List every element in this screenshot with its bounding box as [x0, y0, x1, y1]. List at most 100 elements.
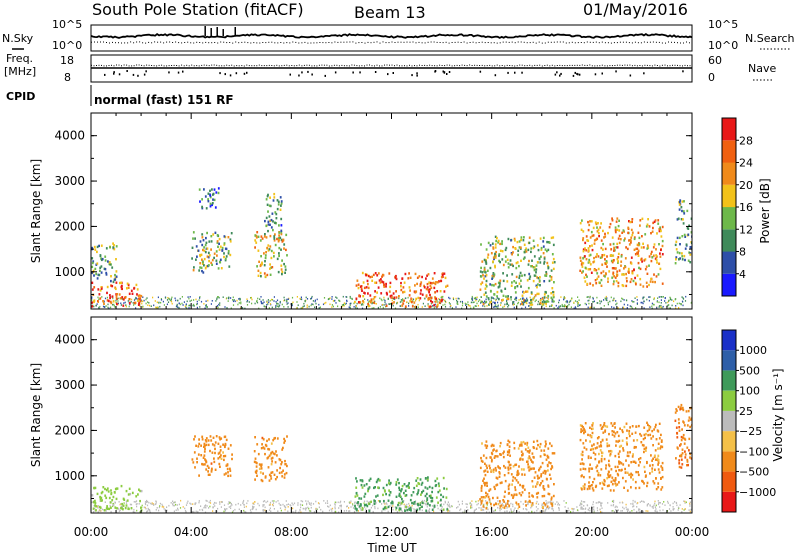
echo-cell	[375, 480, 378, 484]
echo-cell	[393, 301, 395, 304]
echo-cell	[656, 306, 658, 309]
echo-cell	[638, 508, 640, 510]
echo-cell	[246, 304, 249, 306]
echo-cell	[674, 243, 677, 247]
nave-dot	[466, 65, 468, 67]
echo-cell	[502, 452, 505, 455]
echo-cell	[633, 445, 636, 449]
echo-cell	[483, 504, 485, 506]
echo-cell	[250, 297, 252, 299]
echo-cell	[283, 473, 286, 476]
echo-cell	[651, 470, 654, 473]
echo-cell	[506, 258, 509, 261]
echo-cell	[660, 440, 663, 443]
echo-cell	[233, 299, 235, 301]
echo-cell	[599, 300, 601, 302]
echo-cell	[498, 259, 500, 263]
noise-search-dot	[289, 42, 291, 44]
echo-cell	[655, 508, 657, 510]
echo-cell	[600, 222, 602, 225]
echo-cell	[264, 305, 266, 308]
echo-cell	[215, 300, 217, 302]
echo-cell	[121, 505, 123, 507]
echo-cell	[227, 300, 229, 302]
echo-cell	[601, 487, 604, 490]
nave-dot	[326, 64, 328, 66]
echo-cell	[527, 501, 529, 503]
station-title: South Pole Station (fitACF)	[92, 0, 304, 19]
echo-cell	[632, 439, 635, 442]
echo-cell	[480, 489, 483, 492]
echo-cell	[530, 265, 532, 268]
echo-cell	[193, 451, 196, 454]
echo-cell	[414, 291, 417, 294]
nave-dot	[474, 64, 476, 66]
echo-cell	[664, 504, 666, 506]
echo-cell	[101, 257, 104, 261]
echo-cell	[544, 503, 547, 506]
echo-cell	[412, 298, 415, 301]
nave-dot	[626, 64, 628, 66]
echo-cell	[660, 229, 662, 233]
echo-cell	[115, 295, 118, 298]
echo-cell	[557, 502, 559, 505]
echo-cell	[610, 450, 613, 453]
echo-cell	[268, 448, 271, 451]
echo-cell	[236, 299, 238, 302]
echo-cell	[527, 286, 530, 290]
echo-cell	[260, 467, 263, 470]
echo-cell	[215, 250, 218, 253]
echo-cell	[156, 507, 158, 509]
noise-search-dot	[671, 41, 672, 43]
echo-cell	[649, 433, 652, 437]
echo-cell	[597, 222, 599, 225]
colorbar-swatch	[722, 184, 736, 208]
echo-cell	[274, 461, 277, 464]
echo-cell	[412, 502, 415, 505]
echo-cell	[490, 469, 493, 472]
echo-cell	[632, 453, 634, 456]
echo-cell	[109, 263, 112, 266]
echo-cell	[686, 460, 689, 463]
echo-cell	[412, 491, 415, 494]
echo-cell	[191, 458, 194, 461]
echo-cell	[212, 192, 215, 196]
noise-search-dot	[127, 42, 129, 44]
echo-cell	[274, 211, 277, 214]
echo-cell	[526, 508, 528, 511]
echo-cell	[255, 465, 258, 468]
echo-cell	[581, 424, 583, 428]
echo-cell	[558, 507, 560, 510]
echo-cell	[274, 436, 276, 440]
echo-cell	[603, 478, 606, 482]
echo-cell	[96, 250, 98, 254]
echo-cell	[216, 254, 218, 257]
noise-search-dot	[514, 42, 516, 44]
echo-cell	[547, 248, 550, 252]
echo-cell	[263, 272, 266, 275]
echo-cell	[223, 458, 225, 462]
echo-cell	[215, 191, 218, 194]
echo-cell	[254, 234, 257, 237]
echo-cell	[643, 450, 645, 454]
echo-cell	[112, 495, 115, 499]
echo-cell	[349, 502, 351, 504]
echo-cell	[273, 255, 275, 258]
echo-cell	[196, 457, 198, 460]
echo-cell	[213, 503, 215, 506]
echo-cell	[381, 510, 383, 512]
noise-search-dot	[196, 41, 198, 43]
echo-cell	[627, 454, 630, 458]
echo-cell	[278, 304, 280, 307]
echo-cell	[579, 424, 582, 427]
echo-cell	[481, 281, 484, 284]
echo-cell	[133, 511, 135, 513]
echo-cell	[435, 484, 438, 487]
echo-cell	[357, 501, 360, 504]
echo-cell	[611, 261, 614, 264]
echo-cell	[269, 299, 271, 302]
echo-cell	[115, 275, 118, 278]
echo-cell	[345, 509, 348, 512]
echo-cell	[197, 249, 200, 252]
echo-cell	[681, 209, 683, 213]
